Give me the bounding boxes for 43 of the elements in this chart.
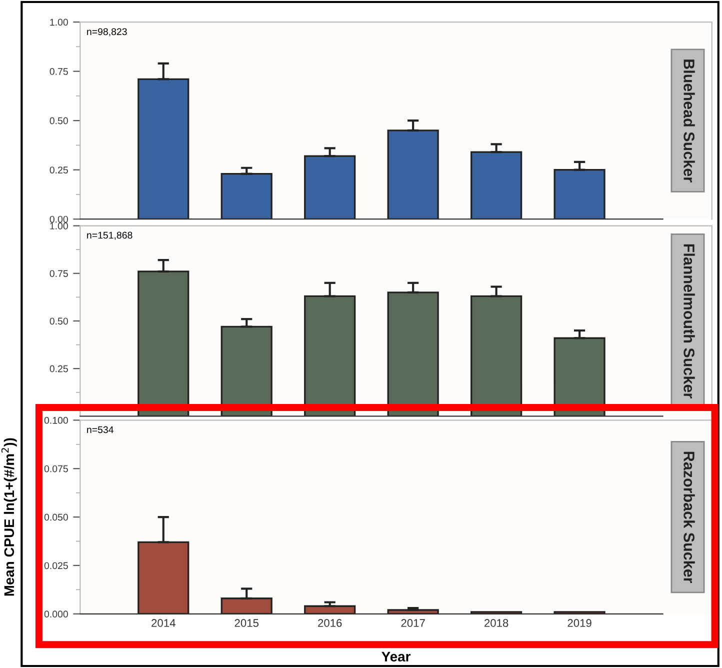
bar bbox=[138, 78, 190, 220]
y-tick-label: 0.25 bbox=[50, 365, 68, 372]
y-tick-label: 0.075 bbox=[44, 465, 68, 472]
x-tick-label: 2018 bbox=[484, 619, 508, 627]
y-tick-label: 0.75 bbox=[50, 270, 68, 277]
y-tick-label: 0.050 bbox=[44, 514, 68, 521]
text: Razorback Sucker bbox=[684, 452, 695, 584]
x-tick-label: 2014 bbox=[152, 619, 176, 627]
text: Flannelmouth Sucker bbox=[684, 244, 695, 398]
x-tick-label: 2015 bbox=[234, 619, 259, 627]
bar bbox=[304, 295, 356, 416]
y-tick-label: 1.00 bbox=[50, 18, 68, 26]
bar bbox=[220, 598, 272, 614]
text: Bluehead Sucker bbox=[684, 60, 695, 182]
annotation: n=151,868 bbox=[87, 232, 132, 240]
bar bbox=[138, 541, 190, 614]
annotation: n=98,823 bbox=[87, 28, 127, 36]
y-tick-label: 0.00 bbox=[50, 216, 68, 223]
y-tick-label: 0.75 bbox=[50, 68, 68, 75]
y-tick-label: 0.25 bbox=[50, 166, 68, 174]
bar bbox=[470, 151, 522, 220]
y-tick-label: 0.000 bbox=[44, 610, 68, 618]
bar bbox=[304, 605, 356, 614]
y-tick-label: 0.100 bbox=[44, 416, 68, 424]
bar bbox=[387, 292, 439, 416]
y-tick-label: 1.00 bbox=[50, 222, 68, 230]
bar bbox=[304, 155, 356, 220]
x-tick-label: 2019 bbox=[568, 619, 592, 627]
bar bbox=[554, 169, 606, 220]
y-tick-label: 0.50 bbox=[50, 318, 68, 325]
y-tick-label: 0.50 bbox=[50, 117, 68, 124]
x-axis-title: Year bbox=[382, 652, 410, 662]
annotation: n=534 bbox=[87, 426, 114, 434]
bar bbox=[138, 270, 190, 416]
y-axis-title: Mean CPUE ln(1+(#/m$^{2}$)) bbox=[1, 438, 17, 596]
bar bbox=[220, 172, 272, 220]
y-tick-label: 0.025 bbox=[44, 562, 68, 570]
bar bbox=[220, 326, 272, 416]
x-tick-label: 2016 bbox=[318, 619, 342, 627]
x-tick-label: 2017 bbox=[401, 619, 425, 627]
bar bbox=[470, 295, 522, 416]
bar bbox=[554, 337, 606, 416]
bar bbox=[387, 130, 439, 220]
